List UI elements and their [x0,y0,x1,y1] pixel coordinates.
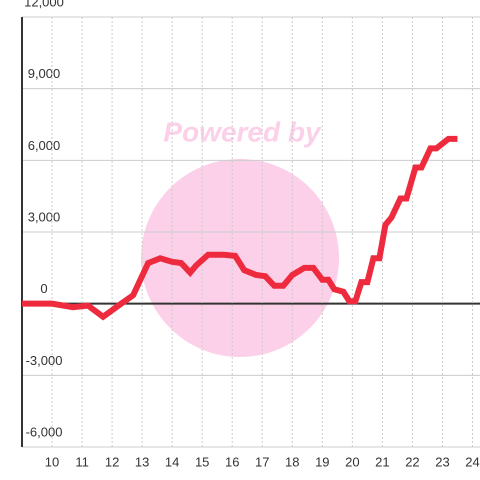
x-tick-label: 23 [435,454,449,469]
x-tick-label: 19 [315,454,329,469]
y-tick-label: -3,000 [26,353,63,368]
x-tick-label: 21 [375,454,389,469]
x-tick-label: 11 [75,454,89,469]
x-tick-label: 12 [105,454,119,469]
y-tick-label: 12,000 [24,0,64,9]
y-tick-label: -6,000 [26,424,63,439]
x-tick-label: 13 [135,454,149,469]
line [22,135,458,321]
y-tick-label: 9,000 [28,66,61,81]
x-tick-label: 22 [405,454,419,469]
watermark: Powered by [163,116,322,147]
x-tick-label: 15 [195,454,209,469]
x-tick-label: 17 [255,454,269,469]
y-tick-label: 6,000 [28,138,61,153]
y-tick-label: 3,000 [28,209,61,224]
x-tick-label: 18 [285,454,299,469]
y-tick-label: 0 [40,281,47,296]
x-tick-label: 20 [345,454,359,469]
x-tick-label: 14 [165,454,179,469]
x-tick-label: 10 [45,454,59,469]
x-tick-label: 16 [225,454,239,469]
x-tick-label: 24 [465,454,479,469]
